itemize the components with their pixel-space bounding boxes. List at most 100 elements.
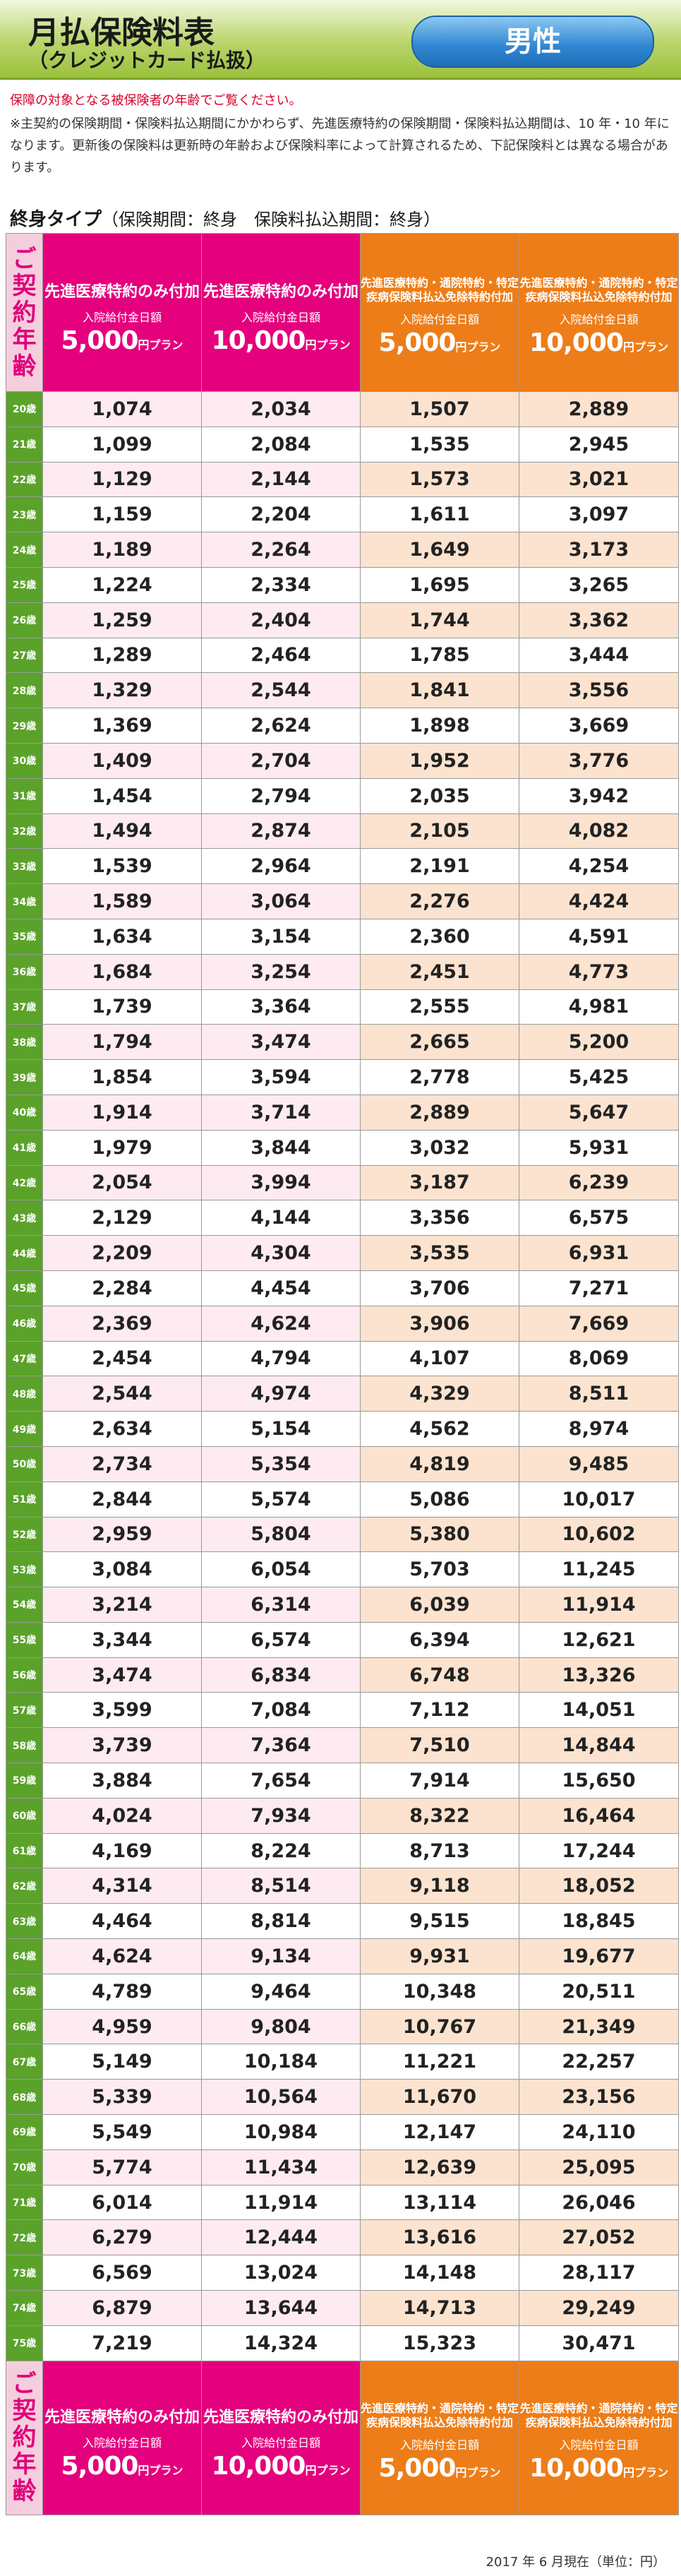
premium-cell: 3,064 (201, 883, 361, 919)
premium-cell: 1,634 (42, 918, 202, 955)
premium-cell: 4,024 (42, 1797, 202, 1834)
premium-cell: 6,314 (201, 1587, 361, 1623)
premium-cell: 3,356 (360, 1200, 519, 1236)
premium-cell: 9,118 (360, 1868, 519, 1904)
premium-cell: 7,112 (360, 1692, 519, 1729)
table-row: 20歳 1,074 2,034 1,507 2,889 (6, 391, 679, 427)
premium-cell: 11,914 (519, 1587, 679, 1623)
premium-cell: 16,464 (519, 1797, 679, 1834)
age-column-header: ご契約年齢 (6, 233, 43, 392)
age-cell: 58歳 (6, 1727, 43, 1764)
premium-cell: 2,794 (201, 777, 361, 814)
col-header-1: 先進医療特約のみ付加 入院給付金日額 5,000円プラン (42, 233, 202, 392)
age-cell: 32歳 (6, 813, 43, 849)
premium-cell: 2,544 (42, 1376, 202, 1412)
premium-cell: 11,245 (519, 1551, 679, 1588)
premium-cell: 11,221 (360, 2044, 519, 2080)
table-row: 21歳 1,099 2,084 1,535 2,945 (6, 426, 679, 463)
age-cell: 33歳 (6, 848, 43, 885)
table-row: 39歳 1,854 3,594 2,778 5,425 (6, 1059, 679, 1095)
premium-cell: 3,444 (519, 637, 679, 674)
table-row: 42歳 2,054 3,994 3,187 6,239 (6, 1164, 679, 1201)
age-cell: 73歳 (6, 2255, 43, 2291)
premium-cell: 2,360 (360, 918, 519, 955)
age-cell: 43歳 (6, 1200, 43, 1236)
premium-cell: 2,191 (360, 848, 519, 885)
col-header-4: 先進医療特約・通院特約・特定疾病保険料払込免除特約付加 入院給付金日額 10,000… (519, 2360, 679, 2515)
col-header-3: 先進医療特約・通院特約・特定疾病保険料払込免除特約付加 入院給付金日額 5,000円… (360, 233, 519, 392)
premium-cell: 18,052 (519, 1868, 679, 1904)
age-cell: 65歳 (6, 1973, 43, 2010)
table-row: 60歳 4,024 7,934 8,322 16,464 (6, 1797, 679, 1834)
premium-cell: 14,713 (360, 2290, 519, 2326)
age-cell: 63歳 (6, 1903, 43, 1940)
age-cell: 39歳 (6, 1059, 43, 1095)
premium-cell: 4,562 (360, 1411, 519, 1447)
col-header-1: 先進医療特約のみ付加 入院給付金日額 5,000円プラン (42, 2360, 202, 2515)
premium-cell: 1,898 (360, 708, 519, 744)
age-cell: 36歳 (6, 953, 43, 990)
premium-cell: 4,624 (42, 1938, 202, 1974)
col-title: 先進医療特約・通院特約・特定疾病保険料払込免除特約付加 (519, 276, 678, 304)
premium-cell: 2,054 (42, 1164, 202, 1201)
premium-cell: 7,364 (201, 1727, 361, 1764)
table-row: 34歳 1,589 3,064 2,276 4,424 (6, 883, 679, 919)
col-amount-label: 入院給付金日額 (241, 2435, 320, 2450)
table-row: 23歳 1,159 2,204 1,611 3,097 (6, 496, 679, 533)
age-cell: 68歳 (6, 2079, 43, 2116)
premium-cell: 5,154 (201, 1411, 361, 1447)
premium-cell: 2,209 (42, 1235, 202, 1271)
premium-cell: 28,117 (519, 2255, 679, 2291)
premium-cell: 3,097 (519, 496, 679, 533)
premium-cell: 3,254 (201, 953, 361, 990)
premium-cell: 3,021 (519, 461, 679, 498)
premium-cell: 2,144 (201, 461, 361, 498)
premium-cell: 10,984 (201, 2114, 361, 2150)
table-row: 33歳 1,539 2,964 2,191 4,254 (6, 848, 679, 885)
type-label-sub: （保険期間：終身 保険料払込期間：終身） (102, 210, 441, 229)
premium-cell: 17,244 (519, 1832, 679, 1869)
premium-cell: 1,289 (42, 637, 202, 674)
premium-cell: 1,539 (42, 848, 202, 885)
age-header-char: 齢 (12, 352, 37, 381)
premium-cell: 1,189 (42, 532, 202, 568)
premium-cell: 3,154 (201, 918, 361, 955)
premium-cell: 11,670 (360, 2079, 519, 2116)
premium-cell: 14,148 (360, 2255, 519, 2291)
premium-cell: 12,621 (519, 1621, 679, 1658)
premium-cell: 5,339 (42, 2079, 202, 2116)
premium-cell: 2,704 (201, 742, 361, 779)
premium-cell: 4,454 (201, 1270, 361, 1306)
premium-cell: 1,695 (360, 566, 519, 603)
premium-cell: 4,789 (42, 1973, 202, 2010)
premium-cell: 6,748 (360, 1657, 519, 1693)
table-row: 49歳 2,634 5,154 4,562 8,974 (6, 1411, 679, 1447)
premium-cell: 1,129 (42, 461, 202, 498)
col-amount-unit: 円プラン (622, 2465, 668, 2479)
premium-cell: 4,082 (519, 813, 679, 849)
col-header-3: 先進医療特約・通院特約・特定疾病保険料払込免除特約付加 入院給付金日額 5,000円… (360, 2360, 519, 2515)
col-header-4: 先進医療特約・通院特約・特定疾病保険料払込免除特約付加 入院給付金日額 10,000… (519, 233, 679, 392)
premium-cell: 1,854 (42, 1059, 202, 1095)
age-cell: 24歳 (6, 532, 43, 568)
gender-button[interactable]: 男性 (411, 16, 654, 68)
premium-cell: 6,039 (360, 1587, 519, 1623)
premium-cell: 5,149 (42, 2044, 202, 2080)
premium-cell: 7,934 (201, 1797, 361, 1834)
col-title: 先進医療特約のみ付加 (44, 2408, 200, 2426)
table-row: 71歳 6,014 11,914 13,114 26,046 (6, 2184, 679, 2221)
age-cell: 74歳 (6, 2290, 43, 2326)
premium-cell: 1,785 (360, 637, 519, 674)
col-title: 先進医療特約のみ付加 (203, 283, 358, 301)
col-amount: 5,000円プラン (43, 326, 201, 355)
table-row: 35歳 1,634 3,154 2,360 4,591 (6, 918, 679, 955)
col-amount-unit: 円プラン (305, 2463, 351, 2477)
premium-cell: 12,639 (360, 2149, 519, 2186)
col-amount: 10,000円プラン (202, 2452, 360, 2481)
premium-cell: 7,219 (42, 2325, 202, 2361)
premium-cell: 8,814 (201, 1903, 361, 1940)
premium-cell: 5,574 (201, 1481, 361, 1517)
col-amount-unit: 円プラン (305, 338, 351, 352)
age-cell: 52歳 (6, 1516, 43, 1553)
age-cell: 44歳 (6, 1235, 43, 1271)
